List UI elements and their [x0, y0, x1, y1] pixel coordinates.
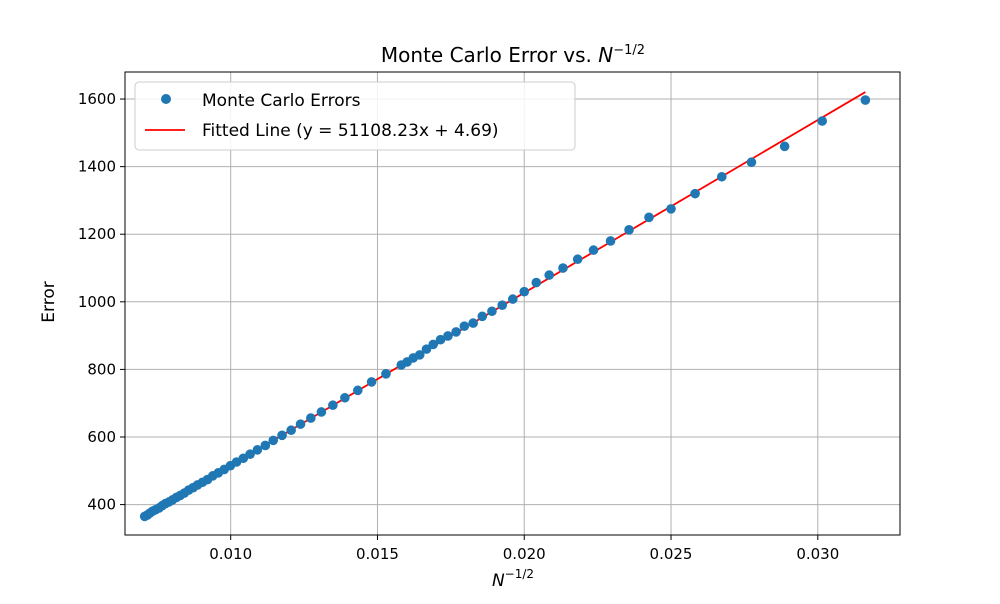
data-point	[588, 245, 599, 255]
data-point	[435, 334, 446, 345]
data-point	[717, 171, 727, 182]
data-point	[352, 385, 363, 396]
legend-label-monte-carlo: Monte Carlo Errors	[202, 91, 361, 111]
legend-label-fitted-line: Fitted Line (y = 51108.23x + 4.69)	[202, 121, 499, 141]
data-point	[860, 95, 871, 105]
data-point	[277, 430, 287, 441]
data-point	[519, 286, 530, 297]
data-point	[340, 392, 350, 403]
y-axis-label: Error	[39, 281, 59, 322]
data-point	[295, 419, 306, 429]
legend-marker-monte-carlo	[161, 94, 171, 104]
data-point	[572, 254, 583, 265]
data-point	[544, 270, 554, 280]
y-tick-label: 1200	[78, 225, 116, 243]
data-point	[507, 294, 518, 304]
data-point	[468, 318, 478, 328]
data-point	[316, 407, 327, 417]
chart-title-exponent: −1/2	[613, 43, 645, 58]
chart-title: Monte Carlo Error vs. N−1/2	[381, 43, 645, 67]
x-tick-label: 0.030	[796, 545, 839, 563]
data-point	[459, 321, 470, 331]
scatter-points	[139, 95, 871, 522]
data-point	[605, 236, 616, 246]
data-point	[817, 116, 828, 126]
data-point	[487, 306, 497, 317]
data-point	[366, 377, 377, 387]
data-point	[306, 413, 316, 423]
x-tick-label: 0.010	[209, 545, 252, 563]
plot-frame	[124, 71, 901, 536]
y-axis-ticks: 400 600 800 1000 1200 1400 1600	[78, 90, 125, 514]
data-point	[245, 449, 255, 460]
data-point	[268, 435, 279, 446]
y-tick-label: 1000	[78, 293, 116, 311]
legend: Monte Carlo Errors Fitted Line (y = 5110…	[134, 81, 576, 151]
data-point	[286, 425, 296, 436]
data-point	[624, 225, 634, 235]
y-tick-label: 1400	[78, 158, 116, 176]
data-point	[644, 212, 654, 223]
data-point	[443, 331, 453, 341]
x-axis-ticks: 0.010 0.015 0.020 0.025 0.030	[209, 535, 839, 563]
y-tick-label: 400	[87, 496, 116, 514]
data-point	[690, 188, 700, 199]
data-point	[666, 204, 676, 214]
data-point	[414, 350, 425, 360]
data-point	[451, 327, 461, 337]
x-tick-label: 0.020	[503, 545, 546, 563]
x-axis-label: N−1/2	[492, 567, 534, 591]
x-axis-label-symbol: N	[492, 571, 505, 591]
data-point	[497, 300, 508, 310]
x-tick-label: 0.015	[356, 545, 399, 563]
data-point	[381, 368, 391, 379]
data-point	[779, 141, 790, 152]
data-point	[477, 311, 488, 322]
data-point	[260, 440, 271, 451]
x-tick-label: 0.025	[650, 545, 693, 563]
data-point	[328, 400, 338, 411]
y-tick-label: 1600	[78, 90, 116, 108]
data-point	[428, 339, 439, 350]
chart-title-text: Monte Carlo Error vs.	[381, 43, 598, 67]
data-point	[252, 445, 263, 455]
chart-title-symbol: N	[598, 43, 613, 67]
legend-box	[134, 81, 576, 151]
y-tick-label: 600	[87, 428, 116, 446]
y-tick-label: 800	[87, 360, 116, 378]
data-point	[558, 263, 568, 273]
data-point	[746, 157, 757, 168]
data-point	[421, 344, 432, 354]
data-point	[531, 277, 542, 288]
x-axis-label-exponent: −1/2	[505, 567, 534, 581]
